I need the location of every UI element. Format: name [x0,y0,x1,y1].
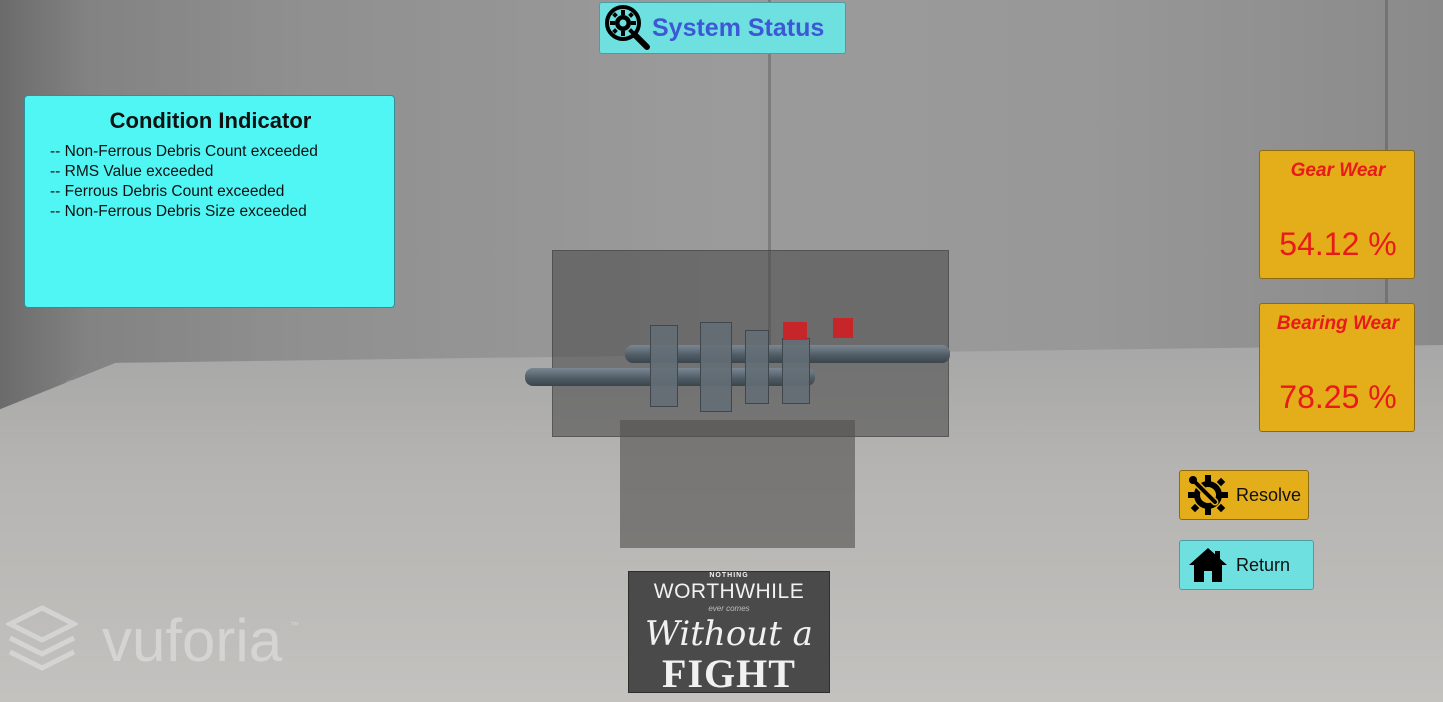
condition-item: -- RMS Value exceeded [50,163,214,180]
highlighted-fault-part [833,318,853,338]
home-icon [1180,540,1236,590]
vuforia-watermark: vuforia ™ [4,604,306,684]
target-poster: NOTHING WORTHWHILE ever comes Without a … [628,571,830,696]
magnifier-gear-icon [600,2,656,54]
system-status-button[interactable]: System Status [599,2,846,54]
bearing-wear-value: 78.25 % [1279,379,1397,415]
bearing-wear-card: Bearing Wear 78.25 % [1259,303,1415,432]
wrench-gear-icon [1180,470,1236,520]
resolve-button[interactable]: Resolve [1179,470,1309,520]
bearing-wear-title: Bearing Wear [1276,313,1400,334]
vuforia-cube-icon [4,604,80,689]
condition-item: -- Non-Ferrous Debris Size exceeded [50,203,307,220]
return-button[interactable]: Return [1179,540,1314,590]
poster-text: WORTHWHILE [653,580,805,603]
condition-item: -- Non-Ferrous Debris Count exceeded [50,143,318,160]
gear-wear-title: Gear Wear [1290,160,1386,181]
gearbox-gear [745,330,769,404]
resolve-label: Resolve [1236,484,1302,505]
vuforia-brand-text: vuforia [102,607,283,674]
condition-indicator-panel: Condition Indicator -- Non-Ferrous Debri… [24,95,395,308]
return-label: Return [1236,554,1291,575]
condition-list: -- Non-Ferrous Debris Count exceeded -- … [50,142,318,222]
poster-text: NOTHING [709,572,749,579]
system-status-label: System Status [652,13,825,42]
poster-text: Without a [645,614,813,654]
wall-seam [768,0,771,380]
poster-text: ever comes [708,604,750,613]
highlighted-fault-part [783,322,807,340]
gearbox-gear [700,322,732,412]
gear-wear-value: 54.12 % [1279,226,1397,262]
condition-indicator-title: Condition Indicator [109,108,312,133]
gearbox-gear [650,325,678,407]
poster-text: FIGHT [662,651,796,696]
condition-item: -- Ferrous Debris Count exceeded [50,183,285,200]
gearbox-model-base [620,420,855,548]
gear-wear-card: Gear Wear 54.12 % [1259,150,1415,279]
gearbox-gear [782,338,810,404]
vuforia-trademark: ™ [290,620,299,630]
